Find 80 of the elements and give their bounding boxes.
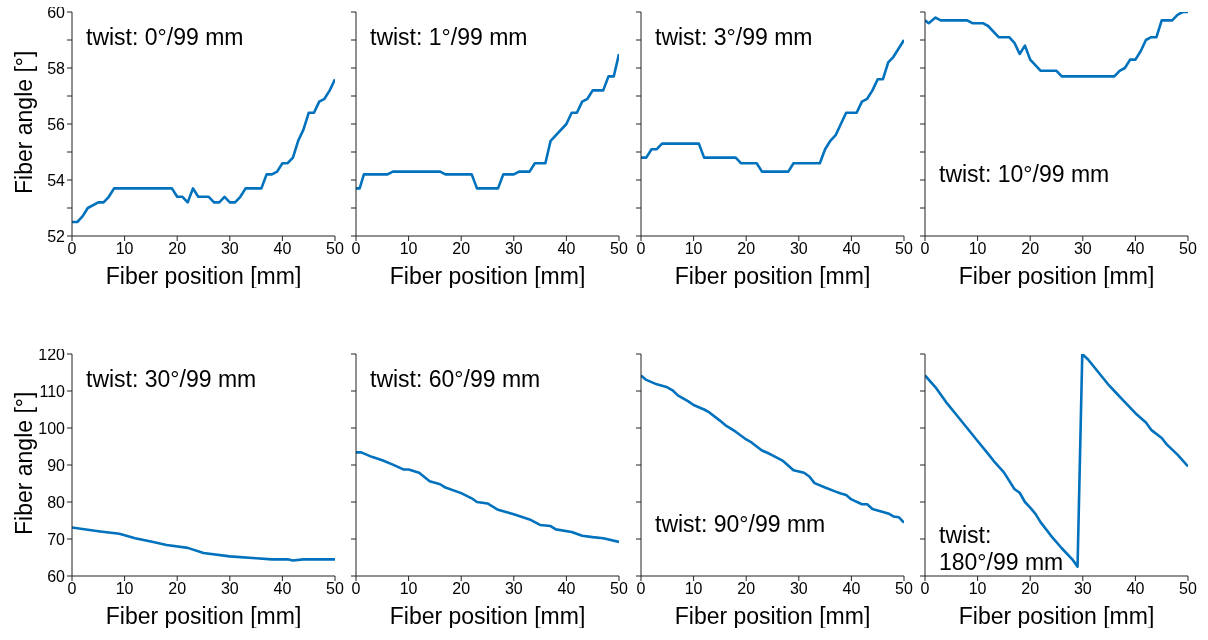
x-tick-label: 10 [115,240,134,258]
x-tick-label: 10 [399,240,418,258]
line-series [72,526,335,562]
x-tick-label: 20 [168,240,187,258]
annotation: twist: 0°/99 mm [86,24,244,51]
y-tick-label: 54 [47,171,66,189]
x-tick-label: 0 [636,580,646,598]
x-axis-title: Fiber position [mm] [389,263,586,289]
y-tick-label: 70 [47,530,66,548]
x-tick-label: 40 [557,240,576,258]
x-tick-label: 40 [842,580,861,598]
x-tick-label: 50 [326,240,344,258]
annotation: twist: 3°/99 mm [655,24,813,51]
annotation: twist: 1°/99 mm [370,24,528,51]
x-tick-label: 50 [1179,240,1197,258]
annotation: twist: 180°/99 mm [939,522,1065,576]
x-tick-label: 30 [1073,580,1092,598]
y-tick-label: 56 [47,115,66,133]
x-axis-title: Fiber position [mm] [674,603,871,629]
x-tick-label: 50 [610,580,628,598]
x-tick-label: 40 [1126,240,1145,258]
x-tick-label: 0 [636,240,646,258]
x-tick-label: 0 [351,240,361,258]
x-tick-label: 20 [452,580,471,598]
x-tick-label: 20 [1021,240,1040,258]
y-tick-label: 52 [47,227,66,245]
annotation: twist: 30°/99 mm [86,366,257,393]
x-tick-label: 30 [1073,240,1092,258]
x-tick-label: 50 [895,240,913,258]
x-tick-label: 40 [557,580,576,598]
y-axis-title: Fiber angle [°] [11,391,38,535]
line-series [72,77,335,224]
x-tick-label: 10 [968,580,987,598]
x-tick-label: 20 [168,580,187,598]
y-tick-label: 80 [47,493,66,511]
x-axis-title: Fiber position [mm] [674,263,871,289]
x-axis-title: Fiber position [mm] [105,603,302,629]
y-tick-label: 60 [47,3,66,21]
x-tick-label: 40 [1126,580,1145,598]
x-tick-label: 40 [273,580,292,598]
x-tick-label: 20 [452,240,471,258]
annotation: twist: 90°/99 mm [655,511,826,538]
y-tick-label: 100 [38,419,66,437]
x-tick-label: 0 [920,240,930,258]
x-tick-label: 30 [789,240,808,258]
x-axis-title: Fiber position [mm] [389,603,586,629]
x-tick-label: 10 [684,580,703,598]
y-tick-label: 90 [47,456,66,474]
x-axis-title: Fiber position [mm] [105,263,302,289]
x-tick-label: 40 [842,240,861,258]
x-axis-title: Fiber position [mm] [958,603,1155,629]
annotation: twist: 10°/99 mm [939,161,1110,188]
x-tick-label: 10 [968,240,987,258]
x-tick-label: 0 [920,580,930,598]
x-tick-label: 50 [610,240,628,258]
x-tick-label: 50 [326,580,344,598]
y-tick-label: 60 [47,567,66,585]
x-tick-label: 30 [220,240,239,258]
x-tick-label: 50 [1179,580,1197,598]
y-axis-title: Fiber angle [°] [11,50,38,194]
y-tick-label: 120 [38,345,66,363]
annotation: twist: 60°/99 mm [370,366,541,393]
x-tick-label: 50 [895,580,913,598]
x-tick-label: 0 [67,240,77,258]
x-tick-label: 20 [737,240,756,258]
x-tick-label: 10 [115,580,134,598]
x-tick-label: 30 [504,580,523,598]
x-axis-title: Fiber position [mm] [958,263,1155,289]
x-tick-label: 30 [220,580,239,598]
x-tick-label: 30 [789,580,808,598]
x-tick-label: 10 [684,240,703,258]
x-tick-label: 30 [504,240,523,258]
x-tick-label: 20 [737,580,756,598]
x-tick-label: 40 [273,240,292,258]
y-tick-label: 58 [47,59,66,77]
x-tick-label: 20 [1021,580,1040,598]
x-tick-label: 0 [67,580,77,598]
x-tick-label: 0 [351,580,361,598]
x-tick-label: 10 [399,580,418,598]
y-tick-label: 110 [39,382,66,400]
